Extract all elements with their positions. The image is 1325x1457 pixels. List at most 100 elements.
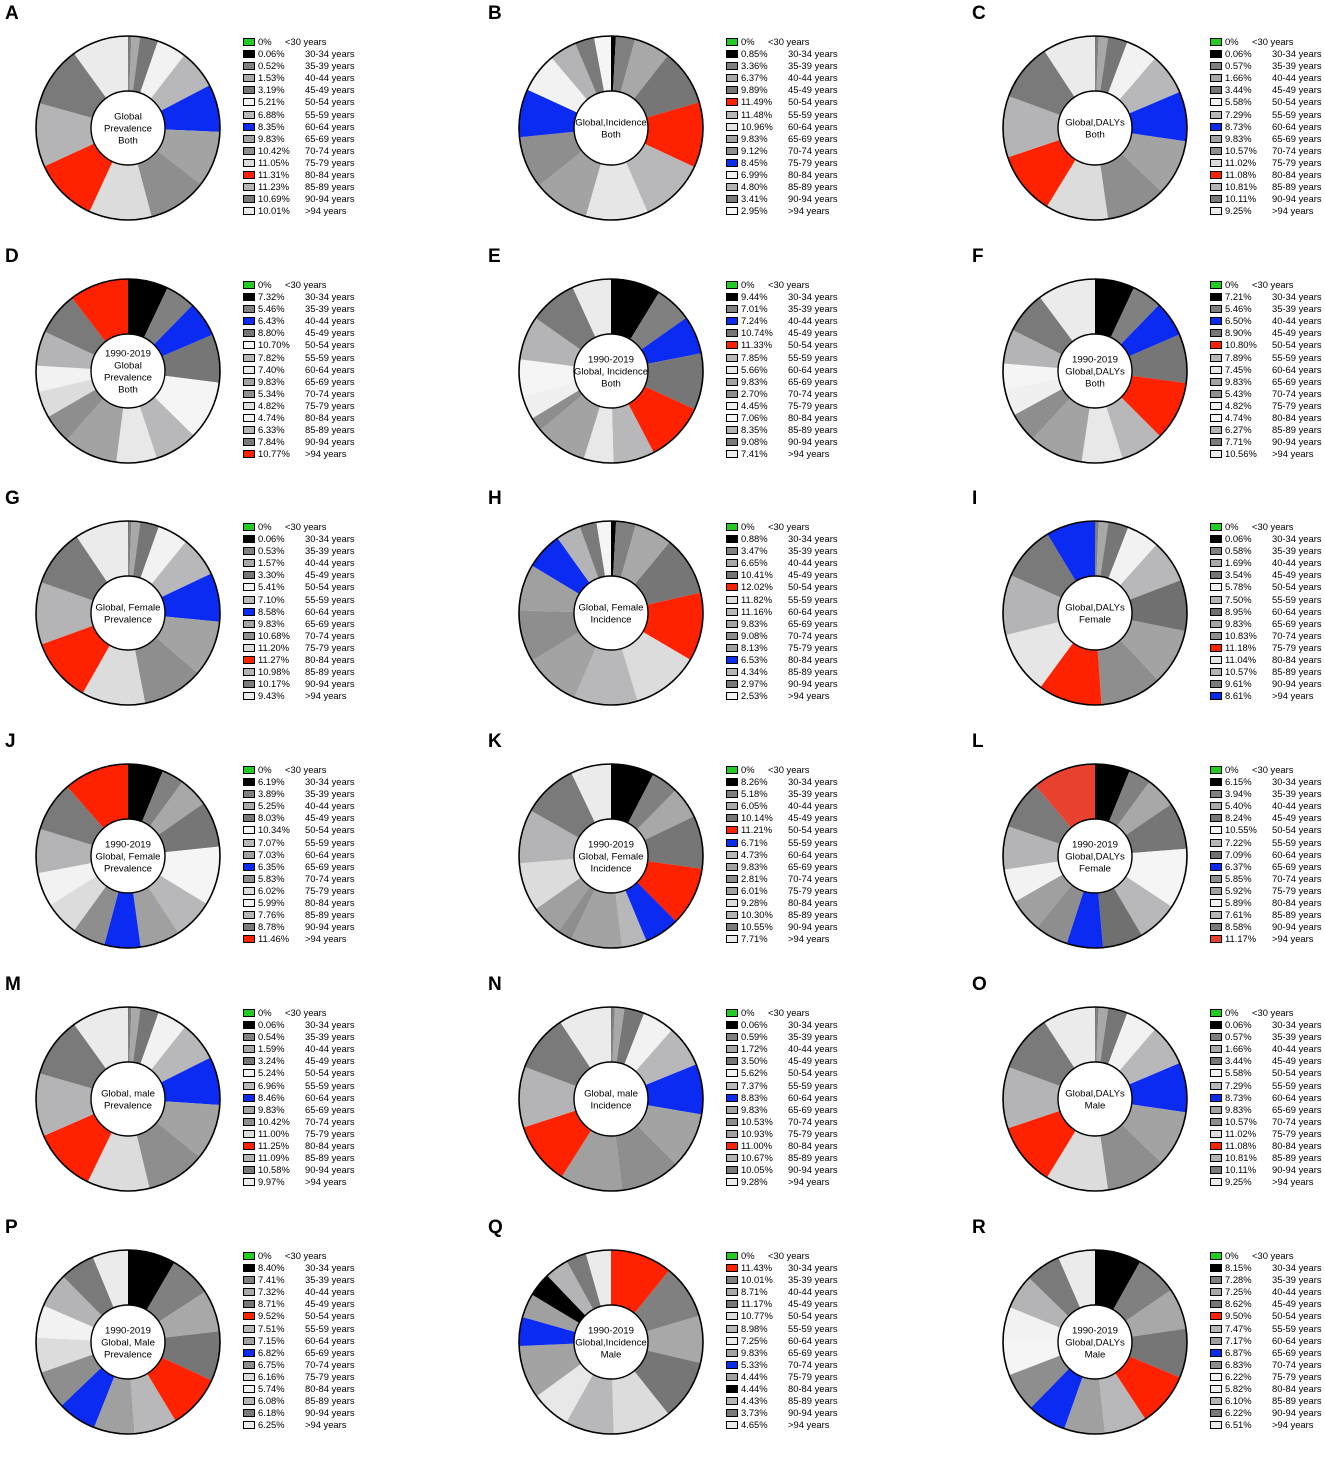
legend-label: >94 years — [788, 933, 829, 945]
legend-label: 50-54 years — [305, 96, 355, 108]
legend-item: 10.57%70-74 years — [1210, 1116, 1325, 1128]
legend-percent: 4.34% — [741, 666, 768, 678]
legend-item: 10.83%70-74 years — [1210, 630, 1325, 642]
center-text: Male — [601, 1350, 622, 1361]
legend-percent: 11.02% — [1225, 157, 1256, 169]
legend-percent: 5.89% — [1225, 897, 1252, 909]
legend-label: 30-34 years — [305, 533, 355, 545]
legend-swatch — [243, 98, 255, 106]
legend-label: 45-49 years — [1272, 327, 1322, 339]
legend-swatch — [1210, 778, 1222, 786]
legend-swatch — [243, 1264, 255, 1272]
panel-label: M — [5, 974, 21, 996]
legend-percent: 3.50% — [741, 1055, 768, 1067]
legend-percent: 9.50% — [1225, 1310, 1252, 1322]
legend-swatch — [1210, 402, 1222, 410]
legend-swatch — [1210, 1421, 1222, 1429]
legend-swatch — [1210, 839, 1222, 847]
legend-label: 50-54 years — [1272, 1310, 1322, 1322]
legend-swatch — [243, 62, 255, 70]
legend-label: 30-34 years — [305, 291, 355, 303]
legend-swatch — [1210, 1033, 1222, 1041]
legend-item: 0.06%30-34 years — [1210, 48, 1325, 60]
legend-label: 85-89 years — [788, 1152, 838, 1164]
legend-item: 0.06%30-34 years — [1210, 533, 1325, 545]
legend-label: 75-79 years — [1272, 885, 1322, 897]
legend-item: 4.44%75-79 years — [726, 1371, 924, 1383]
legend-item: 2.81%70-74 years — [726, 873, 924, 885]
legend-label: 30-34 years — [305, 776, 355, 788]
legend-item: 10.56%>94 years — [1210, 448, 1325, 460]
legend-percent: 7.32% — [258, 1286, 285, 1298]
legend-label: 85-89 years — [1272, 1152, 1322, 1164]
legend-item: 9.43%>94 years — [243, 690, 441, 702]
legend-item: 11.09%85-89 years — [243, 1152, 441, 1164]
legend-label: 70-74 years — [305, 630, 355, 642]
legend-swatch — [243, 596, 255, 604]
legend-item: 3.50%45-49 years — [726, 1055, 924, 1067]
legend-item: 8.58%90-94 years — [1210, 921, 1325, 933]
legend-label: 60-64 years — [305, 1335, 355, 1347]
legend-swatch — [726, 1397, 738, 1405]
legend-label: 90-94 years — [305, 921, 355, 933]
legend-percent: 3.24% — [258, 1055, 285, 1067]
legend-label: 90-94 years — [305, 678, 355, 690]
legend-swatch — [726, 1337, 738, 1345]
legend-item: 10.55%90-94 years — [726, 921, 924, 933]
legend-percent: 5.99% — [258, 897, 285, 909]
legend-swatch — [243, 293, 255, 301]
legend-label: 65-69 years — [305, 618, 355, 630]
legend-percent: 10.30% — [741, 909, 773, 921]
legend-label: <30 years — [768, 36, 809, 48]
legend-percent: 8.90% — [1225, 327, 1252, 339]
legend-swatch — [1210, 98, 1222, 106]
center-text: Global, male — [584, 1089, 638, 1100]
legend-swatch — [726, 329, 738, 337]
legend-label: 30-34 years — [1272, 1019, 1322, 1031]
legend-item: 0%<30 years — [726, 764, 924, 776]
legend-swatch — [726, 1142, 738, 1150]
legend-item: 6.33%85-89 years — [243, 424, 441, 436]
legend-percent: 5.85% — [1225, 873, 1252, 885]
legend-swatch — [243, 863, 255, 871]
legend-swatch — [726, 1154, 738, 1162]
legend-item: 0%<30 years — [1210, 279, 1325, 291]
legend-swatch — [726, 814, 738, 822]
legend-swatch — [1210, 559, 1222, 567]
legend-swatch — [1210, 135, 1222, 143]
legend-percent: 10.11% — [1225, 193, 1256, 205]
legend-percent: 7.29% — [1225, 1080, 1252, 1092]
panel-label: A — [5, 3, 19, 25]
legend-swatch — [243, 814, 255, 822]
legend-swatch — [726, 1373, 738, 1381]
legend-item: 6.96%55-59 years — [243, 1080, 441, 1092]
legend-label: 85-89 years — [305, 1152, 355, 1164]
legend-swatch — [243, 1349, 255, 1357]
legend-swatch — [1210, 354, 1222, 362]
legend-swatch — [243, 159, 255, 167]
panel-label: F — [972, 246, 984, 268]
legend-item: 1.72%40-44 years — [726, 1043, 924, 1055]
legend-swatch — [1210, 1166, 1222, 1174]
legend-label: 60-64 years — [305, 121, 355, 133]
legend-swatch — [1210, 1252, 1222, 1260]
legend-item: 11.08%80-84 years — [1210, 169, 1325, 181]
legend-item: 11.04%80-84 years — [1210, 654, 1325, 666]
legend-percent: 9.83% — [741, 133, 768, 145]
legend-item: 7.03%60-64 years — [243, 849, 441, 861]
legend-label: 45-49 years — [305, 569, 355, 581]
legend-swatch — [1210, 668, 1222, 676]
legend-item: 11.02%75-79 years — [1210, 157, 1325, 169]
legend-item: 6.18%90-94 years — [243, 1407, 441, 1419]
legend-item: 0.06%30-34 years — [243, 1019, 441, 1031]
legend-label: 30-34 years — [788, 1019, 838, 1031]
legend-item: 6.02%75-79 years — [243, 885, 441, 897]
legend-item: 0%<30 years — [726, 279, 924, 291]
legend-percent: 0% — [741, 279, 755, 291]
